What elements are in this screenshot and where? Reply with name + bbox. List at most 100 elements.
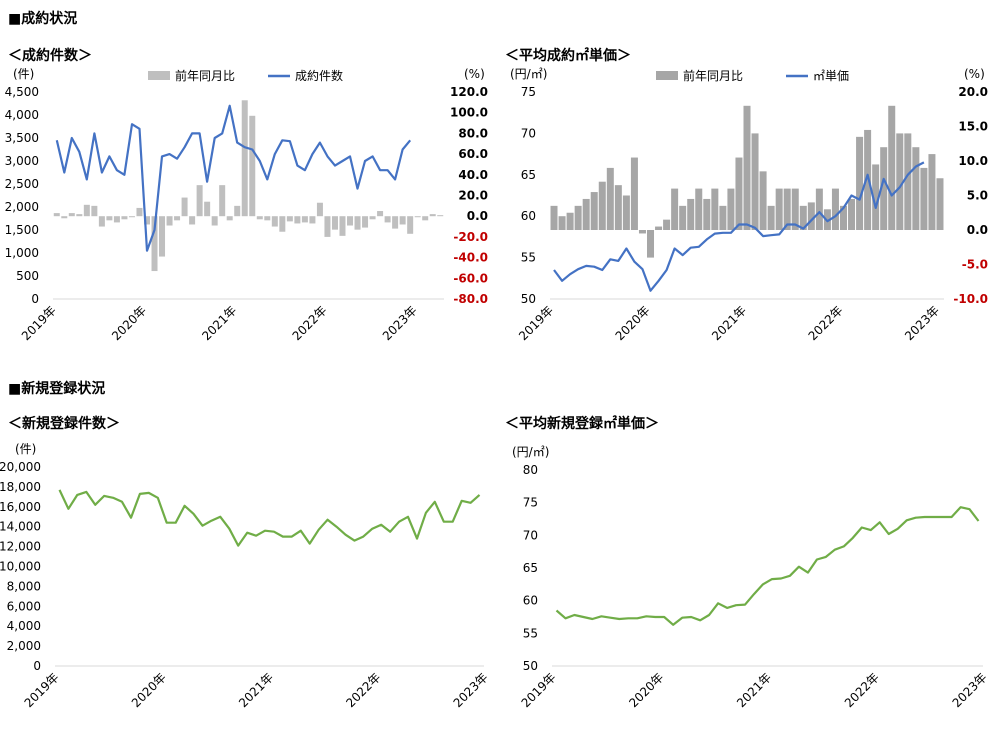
- c1-ytick-left: 2,000: [5, 200, 39, 214]
- c1-ytick-right: -40.0: [453, 251, 488, 265]
- c1-bar: [354, 216, 361, 230]
- c2-series-line: [553, 161, 925, 292]
- c1-bar: [331, 216, 338, 230]
- chart-title-new-registration-count: ＜新規登録件数＞: [8, 416, 120, 432]
- c1-ytick-right: 60.0: [458, 147, 488, 161]
- c2-ytick-right: 10.0: [958, 154, 988, 168]
- c2-bar: [582, 198, 590, 230]
- c2-ytick-right: 0.0: [967, 223, 988, 237]
- c3-ytick-left: 6,000: [7, 599, 41, 613]
- c2-bar: [735, 157, 743, 230]
- c2-bar: [711, 188, 719, 230]
- c2-bar: [590, 192, 598, 230]
- c1-bar: [399, 216, 406, 225]
- c1-ytick-left: 3,000: [5, 154, 39, 168]
- c2-ytick-right: -5.0: [962, 258, 988, 272]
- c3-xtick: 2023年: [451, 670, 491, 710]
- c3-series-line: [58, 489, 481, 547]
- c3-xtick: 2020年: [129, 670, 169, 710]
- c1-ytick-left: 4,000: [5, 108, 39, 122]
- c2-bar: [655, 226, 663, 230]
- c1-ytick-right: -80.0: [453, 292, 488, 306]
- c3-unit-left: (件): [15, 442, 36, 456]
- c1-ytick-left: 3,500: [5, 131, 39, 145]
- c2-bar: [566, 212, 574, 230]
- c2-bar: [807, 202, 815, 230]
- c1-bar: [392, 216, 399, 229]
- c1-bar: [53, 213, 60, 217]
- c1-bar: [384, 216, 391, 223]
- c2-legend-bar-swatch: [656, 71, 678, 80]
- c4-xtick: 2019年: [519, 670, 559, 710]
- c2-bar: [622, 195, 630, 230]
- c4-series-line: [555, 506, 980, 626]
- c1-bar: [301, 216, 308, 223]
- c1-bar: [369, 216, 376, 220]
- c2-bar: [679, 205, 687, 230]
- c1-bar: [151, 216, 158, 272]
- c1-xtick: 2019年: [19, 303, 59, 343]
- c4-xtick: 2023年: [950, 670, 990, 710]
- c1-bar: [362, 216, 369, 228]
- c1-bar: [279, 216, 286, 232]
- c1-bar: [422, 216, 429, 221]
- c2-xtick: 2021年: [709, 303, 749, 343]
- c2-ytick-right: -10.0: [953, 292, 988, 306]
- c2-bar: [638, 230, 646, 234]
- c1-bar: [347, 216, 354, 226]
- c2-bar: [767, 205, 775, 230]
- chart-title-contract-count: ＜成約件数＞: [8, 48, 92, 64]
- c2-unit-right: (%): [964, 67, 985, 81]
- c1-bar: [429, 214, 436, 217]
- c1-series-line: [55, 104, 412, 252]
- c2-bar: [896, 133, 904, 230]
- c1-bar: [241, 100, 248, 217]
- c2-bar: [880, 147, 888, 230]
- section-title-new-registration: ■新規登録状況: [8, 381, 106, 397]
- c1-bar: [121, 216, 128, 220]
- c2-ytick-right: 15.0: [958, 120, 988, 134]
- c2-bar: [920, 167, 928, 230]
- c2-bar: [695, 188, 703, 230]
- c1-ytick-right: 80.0: [458, 126, 488, 140]
- c2-bar: [791, 188, 799, 230]
- c1-xtick: 2023年: [380, 303, 420, 343]
- c4-unit-left: (円/㎡): [512, 445, 549, 459]
- c2-bar: [671, 188, 679, 230]
- c1-legend-line-label: 成約件数: [295, 68, 343, 83]
- c1-bar: [83, 204, 90, 217]
- c1-bar: [174, 216, 181, 221]
- c3-ytick-left: 12,000: [0, 540, 41, 554]
- c1-ytick-right: -20.0: [453, 230, 488, 244]
- c1-bar: [196, 185, 203, 217]
- c4-xtick: 2021年: [734, 670, 774, 710]
- c2-ytick-left: 70: [521, 126, 536, 140]
- c4-xtick: 2022年: [842, 670, 882, 710]
- c1-legend-bar-swatch: [148, 71, 170, 80]
- c1-bar: [286, 216, 293, 222]
- c1-bar: [377, 211, 384, 217]
- c1-bar: [113, 216, 120, 223]
- c2-bar: [614, 185, 622, 230]
- c1-ytick-left: 1,000: [5, 246, 39, 260]
- c4-ytick-left: 70: [523, 528, 538, 542]
- c1-bar: [339, 216, 346, 236]
- c2-bar: [904, 133, 912, 230]
- c4-xtick: 2020年: [626, 670, 666, 710]
- c3-ytick-left: 8,000: [7, 579, 41, 593]
- section-title-contract: ■成約状況: [8, 11, 78, 27]
- c1-ytick-left: 2,500: [5, 177, 39, 191]
- c2-bar: [663, 219, 671, 230]
- c2-bar: [574, 205, 582, 230]
- c2-xtick: 2019年: [516, 303, 556, 343]
- c2-bar: [743, 105, 751, 230]
- c2-bar: [848, 198, 856, 230]
- c2-bar: [598, 181, 606, 230]
- c1-bar: [414, 216, 421, 218]
- c2-unit-left: (円/㎡): [510, 67, 547, 81]
- c1-unit-right: (%): [464, 67, 485, 81]
- c2-bar: [727, 188, 735, 230]
- c1-bar: [181, 197, 188, 217]
- c2-bar: [912, 147, 920, 230]
- c2-ytick-right: 5.0: [967, 189, 988, 203]
